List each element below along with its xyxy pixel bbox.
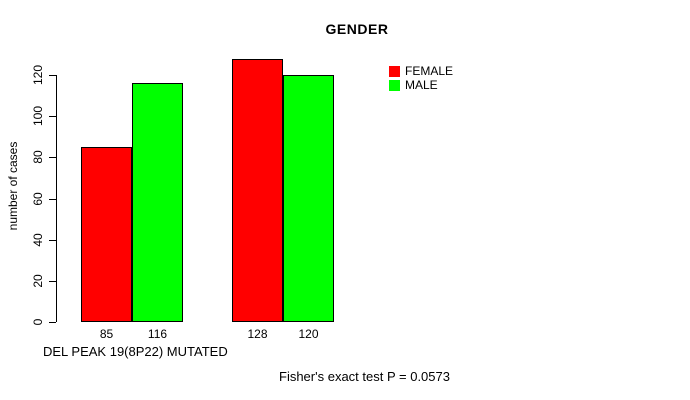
legend: FEMALE MALE	[389, 64, 453, 92]
bar-female-group2	[232, 58, 283, 322]
bar-value-label: 128	[247, 327, 268, 341]
y-tick-label: 80	[31, 150, 45, 165]
y-tick-mark	[49, 157, 56, 159]
legend-label: MALE	[405, 78, 438, 92]
bar-male-group2	[283, 75, 334, 322]
chart-title: GENDER	[325, 21, 389, 37]
bar-value-label: 85	[99, 327, 114, 341]
y-tick-label: 100	[31, 106, 45, 127]
legend-swatch-male	[389, 79, 400, 91]
legend-item-female: FEMALE	[389, 64, 453, 78]
y-tick-label: 40	[31, 232, 45, 247]
y-axis-line	[56, 75, 57, 322]
y-tick-mark	[49, 75, 56, 76]
y-tick-label: 0	[31, 318, 45, 326]
y-tick-label: 120	[31, 64, 45, 86]
y-tick-mark	[49, 198, 56, 200]
legend-swatch-female	[389, 65, 400, 77]
bar-value-label: 116	[147, 327, 168, 341]
stat-annotation: Fisher's exact test P = 0.0573	[279, 369, 450, 384]
y-tick-mark	[49, 280, 56, 282]
bar-female-group1	[81, 147, 132, 322]
y-axis-title: number of cases	[6, 141, 20, 231]
bar-male-group1	[132, 83, 183, 322]
y-tick-mark	[49, 116, 56, 118]
bar-value-label: 120	[298, 327, 319, 341]
legend-label: FEMALE	[405, 64, 454, 78]
y-tick-label: 60	[31, 191, 45, 206]
y-tick-label: 20	[31, 274, 45, 288]
x-axis-label: DEL PEAK 19(8P22) MUTATED	[43, 344, 228, 359]
legend-item-male: MALE	[389, 78, 453, 92]
y-tick-mark	[49, 239, 56, 241]
y-tick-mark	[49, 322, 56, 323]
